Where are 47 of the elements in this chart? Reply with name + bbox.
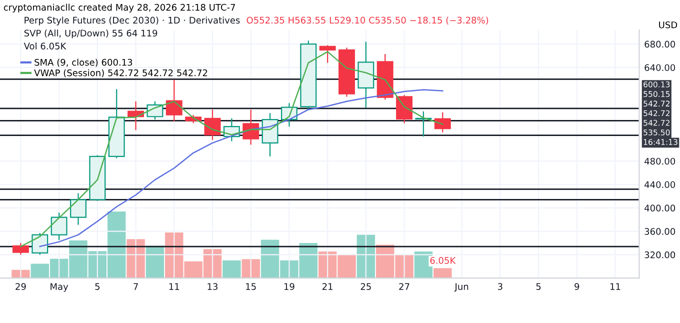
candlestick — [70, 192, 86, 226]
y-tick-label: 480.00 — [644, 158, 676, 165]
candlestick — [50, 212, 68, 241]
x-tick-label: 5 — [95, 283, 100, 290]
annotation: SVP (All, Up/Down) 55 64 119 — [24, 30, 158, 38]
x-tick-label: 11 — [610, 283, 620, 290]
y-axis-title: USD — [659, 21, 678, 28]
bar — [146, 246, 164, 278]
candlestick — [319, 44, 336, 64]
x-tick-label: 21 — [322, 283, 332, 290]
candlestick — [242, 109, 260, 146]
data-label: 6.05K — [430, 257, 456, 264]
y-tick-label: 360.00 — [644, 228, 676, 235]
x-tick-label: Jun — [454, 283, 468, 292]
x-tick-label: 29 — [16, 283, 26, 290]
y-tick-label: 400.00 — [644, 204, 676, 212]
x-tick-label: 5 — [536, 283, 541, 290]
candlestick — [434, 112, 451, 133]
x-tick-label: 9 — [574, 283, 580, 290]
x-tick-label: 27 — [399, 283, 410, 290]
y-tick-label: 320.00 — [644, 251, 676, 258]
legend-label: VWAP (Session) 542.72 542.72 542.72 — [34, 69, 208, 78]
y-tick-label: 680.00 — [644, 40, 676, 48]
chart-subtitle: O552.35 H563.55 L529.10 C535.50 −18.15 (−3.28%) — [246, 16, 488, 25]
x-tick-label: 7 — [134, 283, 138, 290]
y-tick-label: 640.00 — [644, 64, 676, 72]
candlestick — [262, 112, 278, 157]
bar — [434, 268, 452, 278]
candlestick — [396, 94, 412, 124]
x-tick-label: 13 — [208, 283, 218, 290]
x-tick-label: May — [50, 283, 68, 292]
x-tick-label: 15 — [246, 283, 256, 290]
candlestick — [166, 79, 182, 122]
x-tick-label: 19 — [284, 283, 294, 290]
x-tick-label: 3 — [498, 283, 502, 290]
x-tick-label: 11 — [169, 283, 180, 290]
chart-title: Perp Style Futures (Dec 2030) · 1D · Derivatives — [24, 16, 240, 26]
candlestick — [204, 109, 221, 141]
bar — [222, 260, 241, 278]
legend-label: SMA (9, close) 600.13 — [34, 58, 132, 67]
bar — [242, 259, 260, 278]
candlestick — [12, 242, 29, 256]
x-tick-label: 25 — [360, 283, 371, 290]
text: cryptomaniacllc created May 28, 2026 21:18 UTC-7 — [4, 4, 235, 12]
y-tick-label: 440.00 — [644, 181, 676, 188]
line-series — [39, 89, 444, 248]
annotation: Vol 6.05K — [24, 42, 66, 50]
